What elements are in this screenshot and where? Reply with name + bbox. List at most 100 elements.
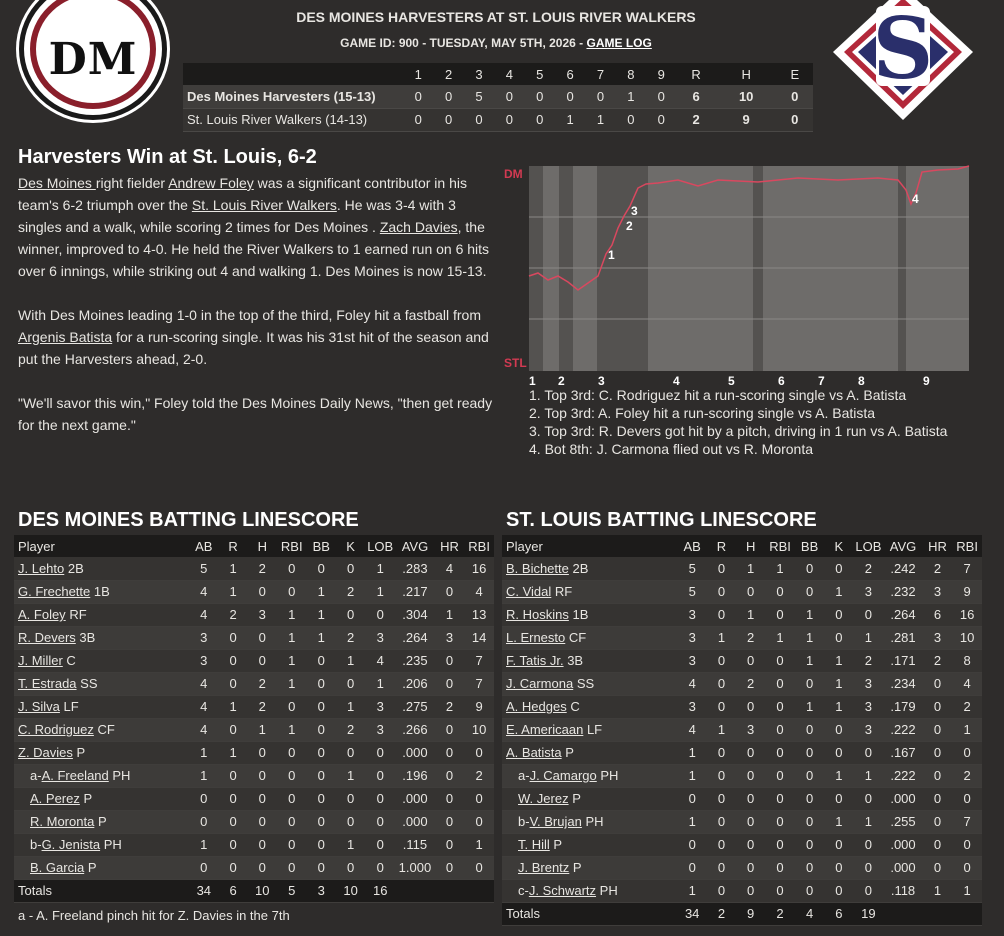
player-name-link[interactable]: W. Jerez: [518, 791, 569, 806]
player-name-link[interactable]: B. Garcia: [30, 860, 85, 875]
player-cell: c-J. Schwartz PH: [502, 879, 678, 903]
player-cell: b-V. Brujan PH: [502, 810, 678, 834]
player-name-link[interactable]: R. Moronta: [30, 814, 95, 829]
stat-cell: 4: [189, 718, 219, 742]
stat-cell: 0: [922, 741, 953, 765]
totals-cell: [395, 879, 435, 903]
player-cell: C. Rodriguez CF: [14, 718, 190, 742]
player-name-link[interactable]: T. Estrada: [18, 676, 77, 691]
player-name-link[interactable]: A. Freeland: [41, 768, 109, 783]
game-log-link[interactable]: GAME LOG: [586, 36, 652, 50]
batting-col-header: RBI: [276, 535, 307, 557]
player-name-link[interactable]: J. Camargo: [529, 768, 597, 783]
stat-cell: 16: [952, 603, 982, 627]
recap-link[interactable]: Andrew Foley: [168, 175, 254, 191]
player-name-link[interactable]: J. Silva: [18, 699, 60, 714]
stat-cell: 1: [736, 603, 766, 627]
linescore-row: Des Moines Harvesters (15-13) 0 0 5 0 0 0 0 1 0 6 1…: [183, 85, 813, 109]
player-name-link[interactable]: A. Hedges: [506, 699, 567, 714]
stat-cell: 1: [365, 557, 396, 581]
recap-link[interactable]: St. Louis River Walkers: [191, 197, 337, 213]
player-name-link[interactable]: C. Rodriguez: [18, 722, 94, 737]
linescore-team: Des Moines Harvesters (15-13): [183, 85, 403, 109]
batting-row: b-G. Jenista PH 1 0 0 0 0 1 0.115 0 1: [14, 833, 494, 857]
player-name-link[interactable]: A. Perez: [30, 791, 80, 806]
stat-cell: 0: [434, 580, 465, 604]
note-2: 2. Top 3rd: A. Foley hit a run-scoring s…: [529, 405, 876, 421]
stat-cell: 0: [794, 787, 825, 811]
player-name-link[interactable]: A. Batista: [506, 745, 562, 760]
stat-cell: 0: [765, 649, 795, 673]
stat-cell: 5: [677, 557, 707, 581]
linescore-cell: 0: [646, 85, 677, 109]
stat-cell: 3: [922, 580, 953, 604]
player-name-link[interactable]: E. Americaan: [506, 722, 584, 737]
player-name-link[interactable]: A. Foley: [18, 607, 66, 622]
player-name-link[interactable]: J. Carmona: [506, 676, 574, 691]
stat-cell: 0: [335, 741, 366, 765]
recap-link[interactable]: Des Moines: [18, 175, 96, 191]
stat-cell: 3: [365, 626, 396, 650]
player-cell: J. Brentz P: [502, 856, 678, 880]
recap-link[interactable]: Argenis Batista: [18, 329, 113, 345]
recap-link[interactable]: Zach Davies: [379, 219, 458, 235]
stat-cell: 0: [853, 879, 884, 903]
stat-cell: 0: [434, 787, 465, 811]
player-cell: Z. Davies P: [14, 741, 190, 765]
batting-row: J. Carmona SS 4 0 2 0 0 1 3.234 0 4: [502, 672, 982, 696]
stat-cell: 0: [765, 672, 795, 696]
totals-cell: Totals: [14, 879, 190, 903]
player-name-link[interactable]: T. Hill: [518, 837, 550, 852]
player-position: 2B: [572, 560, 589, 576]
player-cell: T. Estrada SS: [14, 672, 190, 696]
stat-cell: 2: [922, 557, 953, 581]
player-name-link[interactable]: R. Devers: [18, 630, 76, 645]
player-name-link[interactable]: J. Brentz: [518, 860, 570, 875]
player-position: 3B: [79, 630, 96, 645]
stat-cell: 0: [794, 764, 825, 788]
player-name-link[interactable]: B. Bichette: [506, 560, 569, 576]
stat-cell: 0: [306, 810, 336, 834]
player-name-link[interactable]: G. Frechette: [18, 584, 91, 599]
stat-cell: 0: [922, 764, 953, 788]
stat-cell: 0: [247, 580, 277, 604]
player-name-link[interactable]: C. Vidal: [506, 584, 552, 599]
stat-cell: 0: [464, 810, 494, 834]
stat-cell: 0: [794, 580, 825, 604]
stat-cell: 2: [218, 603, 248, 627]
player-position: SS: [576, 676, 595, 691]
stat-cell: 13: [464, 603, 494, 627]
player-name-link[interactable]: G. Jenista: [41, 837, 101, 852]
stat-cell: 0: [276, 557, 307, 581]
stat-cell: .232: [883, 580, 923, 604]
player-name-link[interactable]: Z. Davies: [18, 745, 73, 760]
inning-label: 3: [598, 374, 605, 388]
player-name-link[interactable]: J. Schwartz: [528, 883, 597, 898]
stat-cell: 0: [218, 810, 248, 834]
stat-cell: 9: [464, 695, 494, 719]
player-position: RF: [554, 584, 573, 599]
player-name-link[interactable]: L. Ernesto: [506, 630, 566, 645]
player-name-link[interactable]: V. Brujan: [529, 814, 582, 829]
player-name-link[interactable]: J. Miller: [18, 653, 63, 668]
player-position: PH: [103, 837, 122, 852]
stat-cell: 0: [824, 626, 854, 650]
recap-text: for a run-scoring single. It was his 31s…: [18, 329, 489, 367]
stat-cell: 0: [306, 764, 336, 788]
linescore-col-header: 6: [554, 63, 586, 85]
stat-cell: 0: [276, 787, 307, 811]
stat-cell: 0: [794, 833, 825, 857]
player-name-link[interactable]: F. Tatis Jr.: [506, 653, 564, 668]
stat-cell: 0: [794, 879, 825, 903]
batting-col-header: AVG: [883, 535, 923, 557]
stat-cell: 0: [218, 856, 248, 880]
linescore-col-header: 5: [524, 63, 555, 85]
stat-cell: 0: [824, 718, 854, 742]
stat-cell: 3: [853, 695, 884, 719]
batting-row: A. Foley RF 4 2 3 1 1 0 0.304 1 13: [14, 603, 494, 627]
player-name-link[interactable]: J. Lehto: [18, 560, 65, 576]
game-subtitle: GAME ID: 900 - TUESDAY, MAY 5TH, 2026 - …: [190, 36, 802, 50]
stat-cell: 4: [464, 580, 494, 604]
player-name-link[interactable]: R. Hoskins: [506, 607, 569, 622]
player-cell: C. Vidal RF: [502, 580, 678, 604]
